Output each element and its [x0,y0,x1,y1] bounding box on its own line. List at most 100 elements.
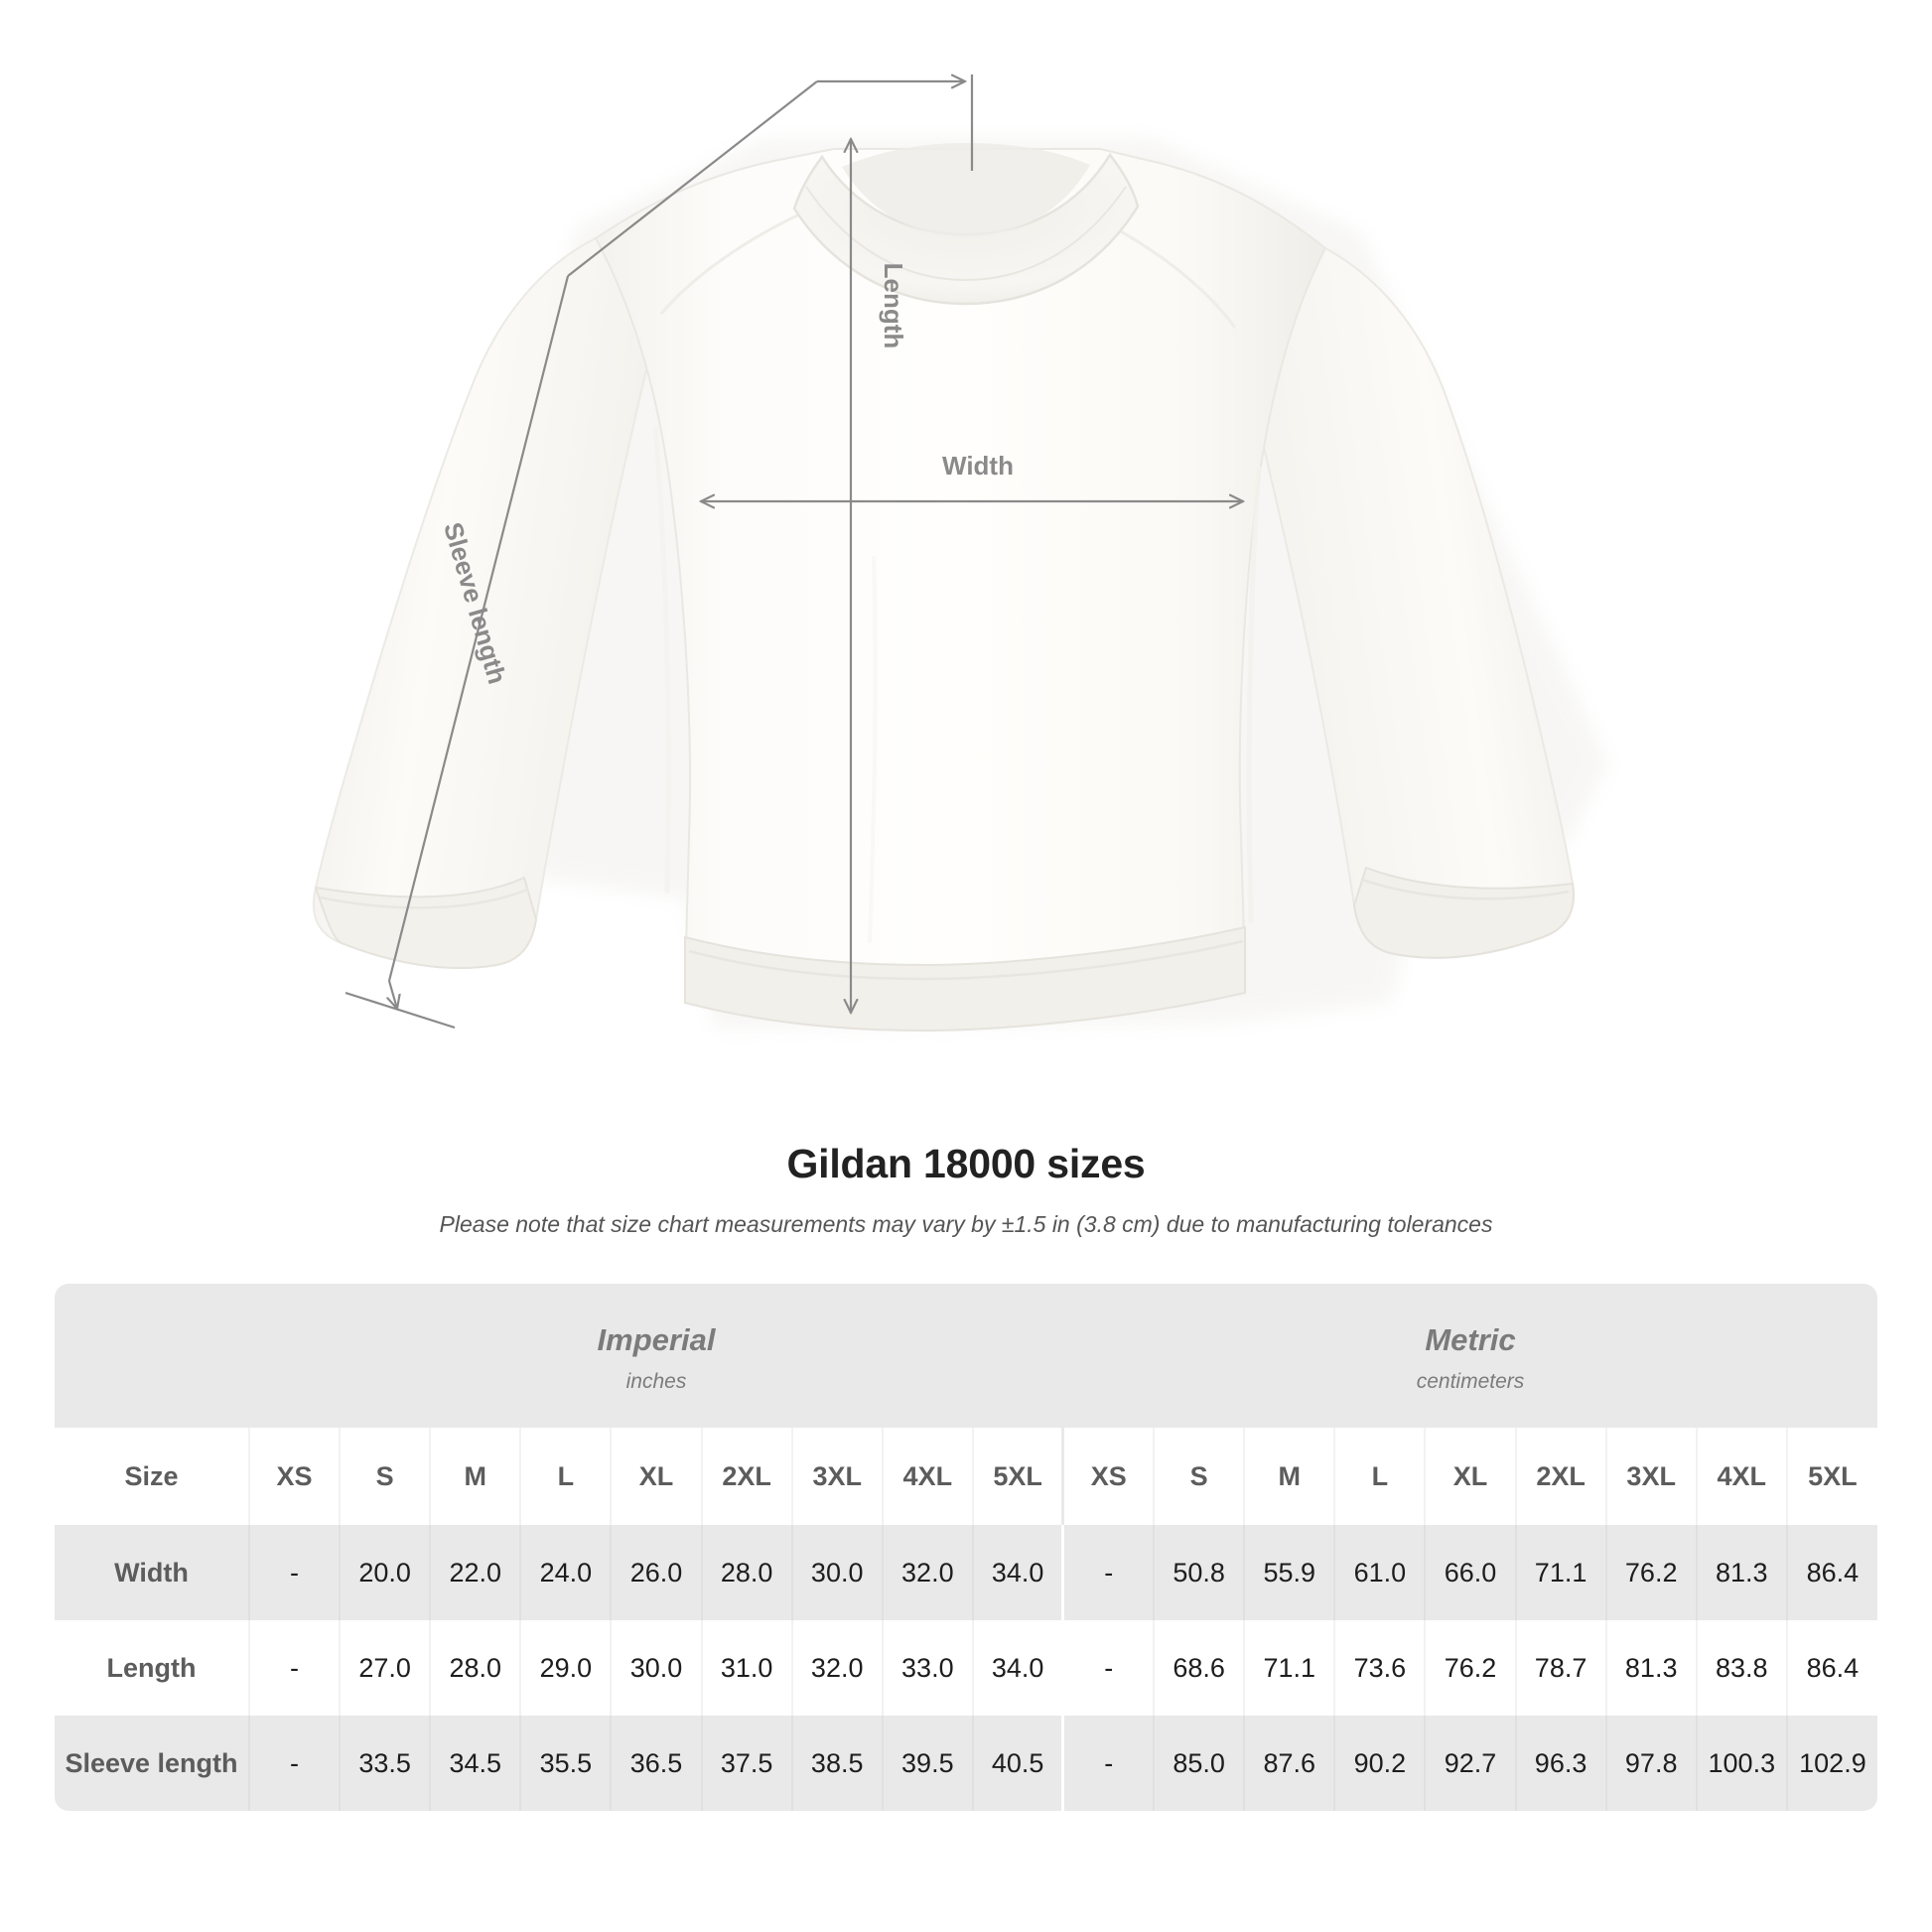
length-annotation-label: Length [879,263,908,349]
cell-width-imperial-5xl: 34.0 [971,1525,1063,1620]
cell-length-metric-5xl: 86.4 [1785,1620,1877,1716]
row-label-width: Width [55,1525,249,1620]
cell-length-imperial-4xl: 33.0 [881,1620,973,1716]
row-label-length: Length [55,1620,249,1716]
cell-width-imperial-xs: - [247,1525,341,1620]
neck-opening [842,143,1090,236]
table-row: Length -27.0 28.0 29.0 30.0 31.0 32.0 33.0 34.0-… [55,1620,1877,1716]
size-header-metric-s: S [1153,1428,1245,1525]
title-block: Gildan 18000 sizes Please note that size… [0,1140,1932,1240]
cell-sleeve-length-imperial-xs: - [247,1716,341,1811]
unit-group-imperial: Imperial inches [249,1284,1063,1428]
cell-sleeve-length-imperial-4xl: 39.5 [881,1716,973,1811]
cell-sleeve-length-imperial-2xl: 37.5 [700,1716,792,1811]
size-header-metric-4xl: 4XL [1695,1428,1787,1525]
cell-width-imperial-s: 20.0 [339,1525,431,1620]
cell-width-metric-l: 61.0 [1333,1525,1426,1620]
size-header-imperial-l: L [519,1428,612,1525]
cell-sleeve-length-imperial-5xl: 40.5 [971,1716,1063,1811]
unit-group-metric: Metric centimeters [1062,1284,1877,1428]
cell-sleeve-length-metric-2xl: 96.3 [1514,1716,1606,1811]
tolerance-note: Please note that size chart measurements… [439,1211,1493,1238]
size-header-metric-l: L [1333,1428,1426,1525]
size-header-imperial-m: M [429,1428,521,1525]
size-header-metric-xl: XL [1424,1428,1516,1525]
table-row: Width -20.0 22.0 24.0 26.0 28.0 30.0 32.0 34.0-5… [55,1525,1877,1620]
size-header-metric-3xl: 3XL [1604,1428,1697,1525]
cell-width-metric-5xl: 86.4 [1785,1525,1877,1620]
sleeve-length-arrow-segment [389,980,397,1009]
cell-length-imperial-3xl: 32.0 [790,1620,883,1716]
cell-length-imperial-xl: 30.0 [610,1620,702,1716]
unit-name: Imperial [597,1321,716,1357]
right-cuff [1352,866,1575,959]
cell-length-metric-2xl: 78.7 [1514,1620,1606,1716]
cell-width-imperial-xl: 26.0 [610,1525,702,1620]
cell-sleeve-length-metric-4xl: 100.3 [1695,1716,1787,1811]
cell-width-imperial-l: 24.0 [519,1525,612,1620]
cell-sleeve-length-metric-5xl: 102.9 [1785,1716,1877,1811]
size-header-metric-m: M [1243,1428,1335,1525]
cell-sleeve-length-imperial-l: 35.5 [519,1716,612,1811]
cell-sleeve-length-metric-s: 85.0 [1153,1716,1245,1811]
cell-sleeve-length-imperial-xl: 36.5 [610,1716,702,1811]
size-header-imperial-5xl: 5XL [971,1428,1063,1525]
cell-length-imperial-s: 27.0 [339,1620,431,1716]
cell-sleeve-length-metric-xs: - [1061,1716,1155,1811]
cell-sleeve-length-metric-xl: 92.7 [1424,1716,1516,1811]
cell-length-imperial-l: 29.0 [519,1620,612,1716]
cell-sleeve-length-imperial-3xl: 38.5 [790,1716,883,1811]
cell-length-imperial-m: 28.0 [429,1620,521,1716]
page-title: Gildan 18000 sizes [786,1141,1146,1186]
size-table-container: Imperial inches Metric centimeters Size XS S M L… [55,1284,1877,1811]
cell-length-metric-m: 71.1 [1243,1620,1335,1716]
sleeve-length-diagonal-upper [567,80,818,277]
cell-sleeve-length-metric-l: 90.2 [1333,1716,1426,1811]
cell-length-imperial-5xl: 34.0 [971,1620,1063,1716]
unit-header-row: Imperial inches Metric centimeters [55,1284,1877,1428]
cell-width-metric-3xl: 76.2 [1604,1525,1697,1620]
sweatshirt-diagram: Length Width Sleeve length [312,0,1608,1033]
left-cuff [314,876,538,970]
size-header-imperial-2xl: 2XL [700,1428,792,1525]
cell-width-imperial-3xl: 30.0 [790,1525,883,1620]
measurement-annotations [345,74,1243,1030]
size-header-imperial-xs: XS [247,1428,341,1525]
size-header-row: Size XS S M L XL 2XL 3XL 4XL 5XL XS S M L XL 2XL 3XL 4XL 5… [55,1428,1877,1525]
cell-length-imperial-2xl: 31.0 [700,1620,792,1716]
cell-width-metric-4xl: 81.3 [1695,1525,1787,1620]
cell-width-metric-m: 55.9 [1243,1525,1335,1620]
sleeve-length-bottom-tick [345,991,456,1030]
size-header-metric-2xl: 2XL [1514,1428,1606,1525]
cell-width-metric-xs: - [1061,1525,1155,1620]
size-header-label: Size [55,1428,249,1525]
sleeve-length-diagonal-lower [387,275,570,982]
cell-length-metric-l: 73.6 [1333,1620,1426,1716]
cell-length-metric-4xl: 83.8 [1695,1620,1787,1716]
size-header-metric-5xl: 5XL [1785,1428,1877,1525]
cell-sleeve-length-metric-m: 87.6 [1243,1716,1335,1811]
cell-width-metric-xl: 66.0 [1424,1525,1516,1620]
cell-width-imperial-4xl: 32.0 [881,1525,973,1620]
size-header-imperial-xl: XL [610,1428,702,1525]
unit-subtitle: centimeters [1416,1370,1525,1394]
size-header-imperial-4xl: 4XL [881,1428,973,1525]
cell-width-imperial-m: 22.0 [429,1525,521,1620]
cell-length-metric-xs: - [1061,1620,1155,1716]
width-annotation-label: Width [942,451,1014,481]
cell-width-imperial-2xl: 28.0 [700,1525,792,1620]
unit-name: Metric [1425,1321,1516,1357]
cell-length-metric-s: 68.6 [1153,1620,1245,1716]
row-label-sleeve-length: Sleeve length [55,1716,249,1811]
cell-width-metric-2xl: 71.1 [1514,1525,1606,1620]
size-header-imperial-3xl: 3XL [790,1428,883,1525]
cell-length-metric-3xl: 81.3 [1604,1620,1697,1716]
size-header-metric-xs: XS [1061,1428,1155,1525]
cell-sleeve-length-imperial-s: 33.5 [339,1716,431,1811]
size-table: Imperial inches Metric centimeters Size XS S M L… [55,1284,1877,1811]
unit-row-spacer [55,1284,249,1428]
unit-subtitle: inches [625,1370,687,1394]
table-row: Sleeve length -33.5 34.5 35.5 36.5 37.5 38.5 39… [55,1716,1877,1811]
cell-width-metric-s: 50.8 [1153,1525,1245,1620]
